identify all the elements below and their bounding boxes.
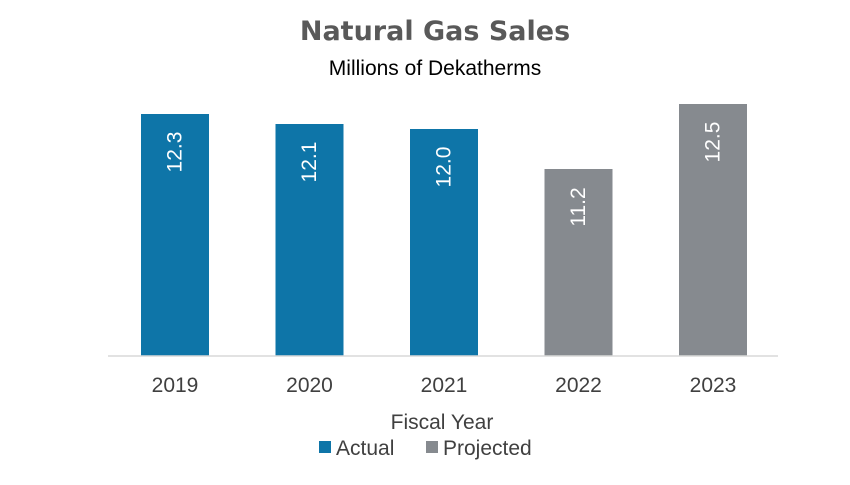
bar-value-label-2021: 12.0: [433, 147, 456, 188]
bar-2019: [141, 114, 209, 356]
chart-title: Natural Gas Sales: [300, 16, 570, 47]
x-axis-title: Fiscal Year: [391, 411, 494, 434]
x-tick-2023: 2023: [690, 374, 737, 397]
x-tick-2021: 2021: [421, 374, 468, 397]
bar-value-label-2023: 12.5: [702, 122, 725, 163]
chart-subtitle: Millions of Dekatherms: [329, 57, 541, 80]
legend-label-projected: Projected: [443, 437, 532, 460]
bar-2021: [410, 129, 478, 356]
x-tick-2019: 2019: [152, 374, 199, 397]
x-tick-2022: 2022: [555, 374, 602, 397]
x-tick-labels: 2019 2020 2021 2022 2023: [152, 374, 737, 397]
bar-2023: [679, 104, 747, 356]
bar-value-label-2020: 12.1: [298, 142, 321, 183]
bar-value-label-2019: 12.3: [164, 132, 187, 173]
bars-group: 12.3 12.1 12.0 11.2 12.5: [141, 104, 747, 356]
bar-2022: [544, 169, 613, 356]
x-tick-2020: 2020: [286, 374, 333, 397]
legend-swatch-actual: [319, 441, 331, 453]
legend: Actual Projected: [319, 437, 532, 460]
bar-value-label-2022: 11.2: [567, 187, 590, 226]
bar-2020: [275, 124, 344, 356]
legend-label-actual: Actual: [336, 437, 394, 460]
legend-swatch-projected: [426, 441, 438, 453]
